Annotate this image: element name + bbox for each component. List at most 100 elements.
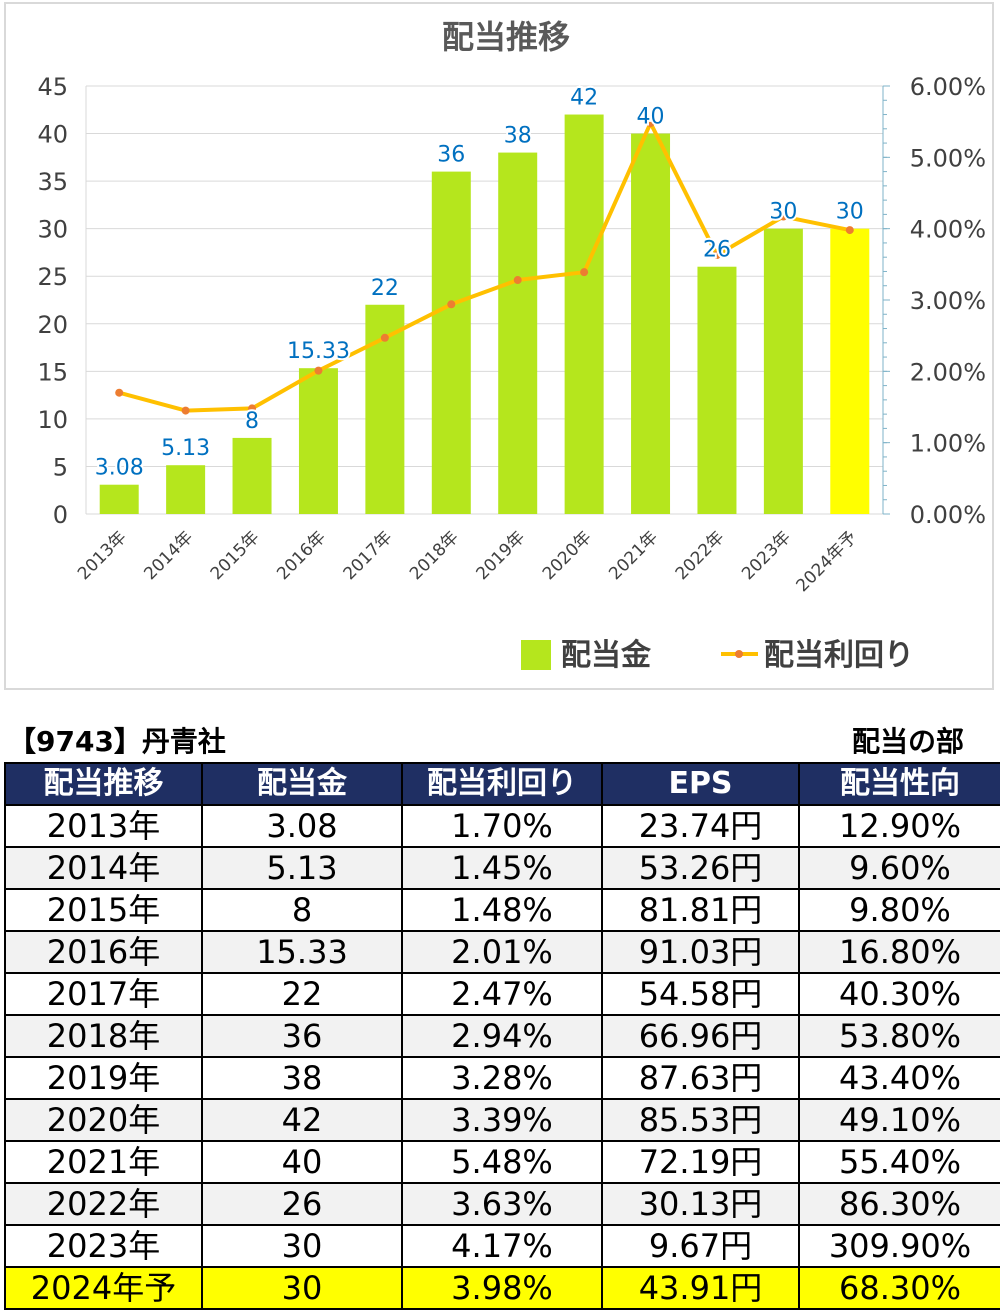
table-row: 2013年 3.08 1.70% 23.74円 12.90% xyxy=(4,804,1000,848)
table-row: 2014年 5.13 1.45% 53.26円 9.60% xyxy=(4,846,1000,890)
y2-tick-label: 0.00% xyxy=(910,501,986,529)
cell-yield: 3.28% xyxy=(401,1056,603,1100)
yield-point xyxy=(181,406,190,415)
cell-year: 2016年 xyxy=(4,930,203,974)
y-tick-label: 0 xyxy=(53,501,68,529)
cell-payout: 68.30% xyxy=(798,1266,1000,1310)
bar xyxy=(498,152,538,515)
cell-year: 2013年 xyxy=(4,804,203,848)
table-row: 2017年 22 2.47% 54.58円 40.30% xyxy=(4,972,1000,1016)
x-tick-label: 2023年 xyxy=(738,527,795,584)
cell-yield: 3.39% xyxy=(401,1098,603,1142)
bar-data-label: 40 xyxy=(637,105,665,130)
cell-payout: 12.90% xyxy=(798,804,1000,848)
cell-yield: 1.45% xyxy=(401,846,603,890)
y-tick-label: 25 xyxy=(37,263,68,291)
x-tick-label: 2018年 xyxy=(406,527,463,584)
cell-year: 2015年 xyxy=(4,888,203,932)
cell-yield: 3.63% xyxy=(401,1182,603,1226)
cell-payout: 40.30% xyxy=(798,972,1000,1016)
yield-point xyxy=(580,268,589,277)
yield-point xyxy=(712,251,721,260)
y-tick-label: 10 xyxy=(37,406,68,434)
cell-eps: 87.63円 xyxy=(601,1056,800,1100)
bar xyxy=(763,228,803,514)
cell-year: 2024年予 xyxy=(4,1266,203,1310)
y2-tick-label: 4.00% xyxy=(910,216,986,244)
cell-payout: 53.80% xyxy=(798,1014,1000,1058)
x-tick-label: 2021年 xyxy=(605,527,662,584)
header-yield: 配当利回り xyxy=(401,762,603,806)
table-row: 2019年 38 3.28% 87.63円 43.40% xyxy=(4,1056,1000,1100)
bar xyxy=(631,133,671,515)
cell-payout: 309.90% xyxy=(798,1224,1000,1268)
bar xyxy=(431,171,471,514)
table-row: 2023年 30 4.17% 9.67円 309.90% xyxy=(4,1224,1000,1268)
cell-dividend: 40 xyxy=(201,1140,403,1184)
legend-swatch-dividend xyxy=(521,640,551,670)
cell-eps: 9.67円 xyxy=(601,1224,800,1268)
cell-eps: 85.53円 xyxy=(601,1098,800,1142)
legend-label-yield: 配当利回り xyxy=(764,638,914,673)
y2-tick-label: 6.00% xyxy=(910,73,986,101)
x-tick-label: 2020年 xyxy=(539,527,596,584)
cell-year: 2020年 xyxy=(4,1098,203,1142)
cell-payout: 9.60% xyxy=(798,846,1000,890)
chart-title: 配当推移 xyxy=(442,18,570,56)
cell-year: 2023年 xyxy=(4,1224,203,1268)
x-tick-label: 2013年 xyxy=(74,527,131,584)
cell-dividend: 15.33 xyxy=(201,930,403,974)
bar-data-label: 5.13 xyxy=(161,436,210,461)
cell-dividend: 3.08 xyxy=(201,804,403,848)
x-tick-label: 2024年予 xyxy=(793,527,862,596)
bar xyxy=(830,228,870,514)
x-tick-label: 2015年 xyxy=(207,527,264,584)
header-eps: EPS xyxy=(601,762,800,806)
cell-year: 2019年 xyxy=(4,1056,203,1100)
cell-payout: 9.80% xyxy=(798,888,1000,932)
header-year: 配当推移 xyxy=(4,762,203,806)
bar-data-label: 15.33 xyxy=(287,339,350,364)
yield-point xyxy=(779,212,788,221)
cell-eps: 23.74円 xyxy=(601,804,800,848)
y-tick-label: 40 xyxy=(37,121,68,149)
cell-yield: 1.70% xyxy=(401,804,603,848)
cell-dividend: 26 xyxy=(201,1182,403,1226)
cell-payout: 86.30% xyxy=(798,1182,1000,1226)
cell-dividend: 30 xyxy=(201,1224,403,1268)
table-row: 2021年 40 5.48% 72.19円 55.40% xyxy=(4,1140,1000,1184)
y-tick-label: 15 xyxy=(37,358,68,386)
header-dividend: 配当金 xyxy=(201,762,403,806)
cell-dividend: 30 xyxy=(201,1266,403,1310)
dividend-table: 配当推移 配当金 配当利回り EPS 配当性向 2013年 3.08 1.70% 23… xyxy=(4,762,1000,1310)
cell-year: 2018年 xyxy=(4,1014,203,1058)
y-tick-label: 5 xyxy=(53,453,68,481)
bar-data-label: 8 xyxy=(245,409,259,434)
bar-data-label: 26 xyxy=(703,238,731,263)
bar-data-label: 42 xyxy=(570,86,598,111)
cell-eps: 66.96円 xyxy=(601,1014,800,1058)
yield-point xyxy=(115,388,124,397)
bar-data-label: 38 xyxy=(504,124,532,149)
yield-point xyxy=(845,226,854,235)
table-body: 2013年 3.08 1.70% 23.74円 12.90% 2014年 5.13 1.45%… xyxy=(4,804,1000,1310)
legend-label-dividend: 配当金 xyxy=(561,638,652,673)
y2-tick-label: 1.00% xyxy=(910,430,986,458)
table-row: 2024年予 30 3.98% 43.91円 68.30% xyxy=(4,1266,1000,1310)
bar-data-label: 30 xyxy=(769,200,797,225)
cell-yield: 3.98% xyxy=(401,1266,603,1310)
x-tick-label: 2022年 xyxy=(672,527,729,584)
yield-point xyxy=(646,119,655,128)
cell-yield: 2.47% xyxy=(401,972,603,1016)
cell-yield: 4.17% xyxy=(401,1224,603,1268)
bar xyxy=(99,484,139,514)
table-row: 2022年 26 3.63% 30.13円 86.30% xyxy=(4,1182,1000,1226)
yield-point xyxy=(380,333,389,342)
yield-point xyxy=(447,300,456,309)
x-tick-label: 2019年 xyxy=(472,527,529,584)
yield-point xyxy=(248,404,257,413)
cell-dividend: 38 xyxy=(201,1056,403,1100)
cell-yield: 2.01% xyxy=(401,930,603,974)
x-tick-label: 2016年 xyxy=(273,527,330,584)
yield-line xyxy=(118,121,851,413)
